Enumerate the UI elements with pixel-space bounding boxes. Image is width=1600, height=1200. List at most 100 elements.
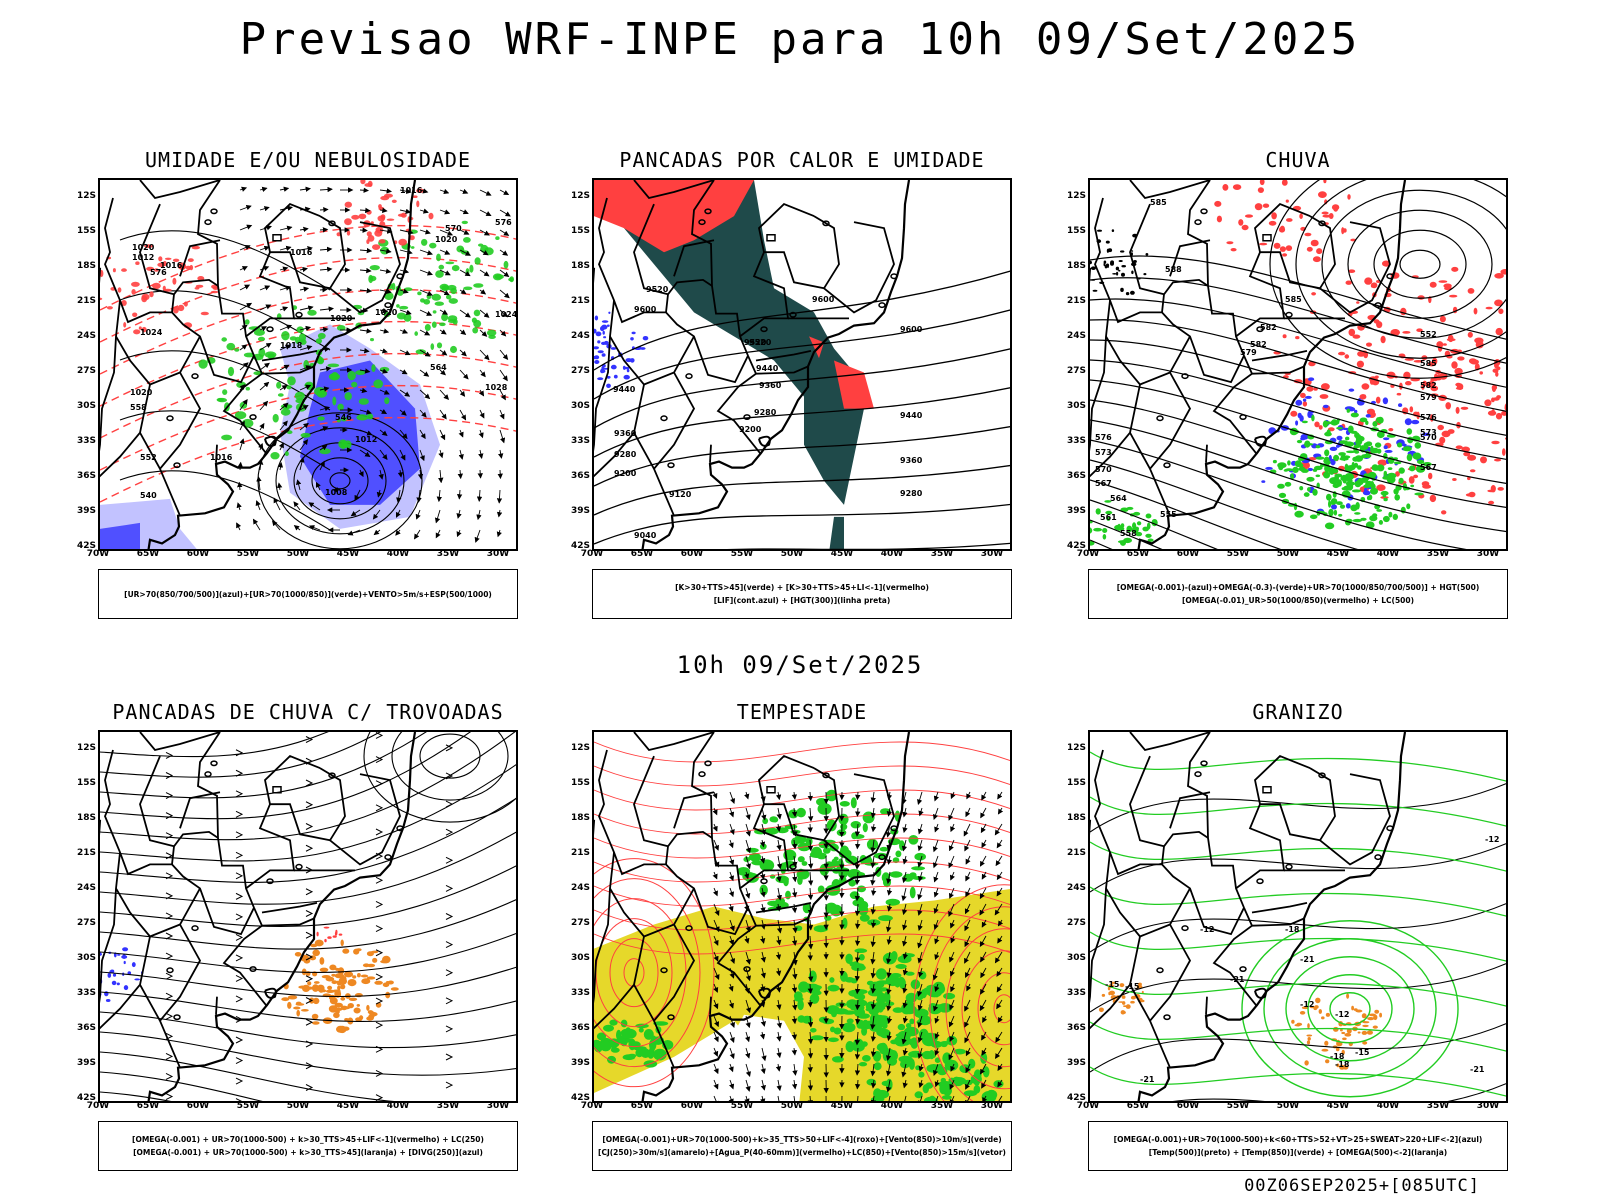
svg-text:9520: 9520 — [646, 285, 669, 294]
y-tick-label: 12S — [1066, 191, 1086, 201]
panel-title: CHUVA — [1265, 148, 1331, 172]
y-tick-label: 12S — [570, 191, 590, 201]
svg-text:1012: 1012 — [132, 253, 154, 262]
main-title: Previsao WRF-INPE para 10h 09/Set/2025 — [239, 14, 1361, 65]
svg-text:-21: -21 — [1140, 1075, 1155, 1084]
y-tick-label: 42S — [1066, 541, 1086, 551]
svg-text:-18: -18 — [1285, 925, 1300, 934]
svg-text:582: 582 — [1260, 323, 1277, 332]
svg-text:552: 552 — [1420, 330, 1437, 339]
svg-text:-12: -12 — [1335, 1010, 1349, 1019]
y-tick-label: 30S — [1066, 953, 1086, 963]
y-tick-label: 15S — [570, 226, 590, 236]
y-tick-label: 36S — [76, 1023, 96, 1033]
svg-text:573: 573 — [1095, 448, 1112, 457]
y-tick-label: 39S — [570, 1058, 590, 1068]
x-tick-label: 70W — [86, 1101, 110, 1111]
x-tick-label: 45W — [1326, 549, 1350, 559]
svg-text:576: 576 — [1420, 413, 1437, 422]
x-tick-label: 45W — [830, 1101, 854, 1111]
y-tick-label: 36S — [570, 471, 590, 481]
x-tick-label: 30W — [486, 549, 510, 559]
svg-text:573: 573 — [1420, 428, 1437, 437]
y-tick-label: 27S — [1066, 918, 1086, 928]
svg-text:579: 579 — [1420, 393, 1437, 402]
y-tick-label: 30S — [76, 401, 96, 411]
x-tick-label: 55W — [1226, 549, 1250, 559]
x-tick-label: 30W — [486, 1101, 510, 1111]
svg-text:9360: 9360 — [900, 456, 923, 465]
panel-title: PANCADAS DE CHUVA C/ TROVOADAS — [112, 700, 504, 724]
legend-line: [K>30+TTS>45](verde) + [K>30+TTS>45+LI<-… — [675, 583, 929, 592]
y-tick-label: 15S — [76, 778, 96, 788]
y-tick-label: 33S — [1066, 436, 1086, 446]
y-tick-label: 24S — [1066, 883, 1086, 893]
y-tick-label: 42S — [570, 541, 590, 551]
panel-title: UMIDADE E/OU NEBULOSIDADE — [144, 148, 472, 172]
legend-box: [UR>70(850/700/500)](azul)+[UR>70(1000/8… — [98, 569, 518, 619]
y-tick-label: 27S — [570, 918, 590, 928]
svg-text:9520: 9520 — [744, 338, 767, 347]
svg-text:1016: 1016 — [400, 186, 423, 195]
legend-line: [OMEGA(-0.001)+UR>70(1000-500)+k>35_TTS>… — [602, 1135, 1002, 1144]
svg-text:9200: 9200 — [739, 425, 762, 434]
y-tick-label: 21S — [570, 296, 590, 306]
y-tick-label: 24S — [76, 883, 96, 893]
x-tick-label: 45W — [336, 549, 360, 559]
svg-text:9360: 9360 — [614, 429, 637, 438]
x-tick-label: 60W — [186, 549, 210, 559]
x-tick-label: 35W — [436, 549, 460, 559]
y-tick-label: 39S — [1066, 506, 1086, 516]
x-tick-label: 50W — [286, 1101, 310, 1111]
y-tick-label: 12S — [76, 191, 96, 201]
map-svg: 9600 9520 9600 9520 9440 9440 9360 9280 9200 9280… — [594, 180, 1010, 549]
x-tick-label: 65W — [136, 549, 160, 559]
x-tick-label: 35W — [436, 1101, 460, 1111]
panel-title: GRANIZO — [1252, 700, 1344, 724]
x-tick-label: 50W — [780, 549, 804, 559]
y-tick-label: 33S — [76, 436, 96, 446]
x-tick-label: 55W — [730, 549, 754, 559]
svg-text:1020: 1020 — [132, 243, 155, 252]
x-tick-label: 40W — [386, 1101, 410, 1111]
map-svg: -21 -18 -15 -12 -21 -12 -15 -18 -21 -12 -15 -18 -21 -… — [1090, 732, 1506, 1101]
x-tick-label: 55W — [236, 549, 260, 559]
svg-text:564: 564 — [1110, 494, 1127, 503]
map-svg: 5855885855825825795765735705675645615585… — [1090, 180, 1506, 549]
x-tick-label: 35W — [1426, 1101, 1450, 1111]
map-panel — [592, 730, 1012, 1103]
y-tick-label: 27S — [1066, 366, 1086, 376]
svg-text:1016: 1016 — [290, 248, 313, 257]
legend-box: [OMEGA(-0.001)+UR>70(1000-500)+k>35_TTS>… — [592, 1121, 1012, 1171]
svg-text:567: 567 — [1095, 479, 1112, 488]
legend-line: [OMEGA(-0.01)_UR>50(1000/850)(vermelho) … — [1181, 596, 1415, 605]
y-tick-label: 30S — [570, 401, 590, 411]
x-tick-label: 35W — [930, 1101, 954, 1111]
y-tick-label: 15S — [76, 226, 96, 236]
svg-text:585: 585 — [1285, 295, 1302, 304]
y-tick-label: 27S — [570, 366, 590, 376]
svg-text:570: 570 — [445, 224, 462, 233]
x-tick-label: 50W — [286, 549, 310, 559]
svg-text:567: 567 — [1420, 463, 1437, 472]
y-tick-label: 36S — [1066, 471, 1086, 481]
svg-text:-18: -18 — [1335, 1060, 1350, 1069]
x-tick-label: 60W — [680, 549, 704, 559]
y-tick-label: 42S — [1066, 1093, 1086, 1103]
y-tick-label: 33S — [570, 988, 590, 998]
svg-text:585: 585 — [1420, 359, 1437, 368]
x-tick-label: 50W — [1276, 549, 1300, 559]
svg-text:1020: 1020 — [130, 388, 153, 397]
legend-box: [OMEGA(-0.001)+UR>70(1000-500)+k<60+TTS>… — [1088, 1121, 1508, 1171]
x-tick-label: 70W — [580, 1101, 604, 1111]
legend-line: [Temp(500)](preto) + [Temp(850)](verde) … — [1148, 1148, 1448, 1157]
x-tick-label: 60W — [186, 1101, 210, 1111]
y-tick-label: 39S — [76, 1058, 96, 1068]
legend-line: [LIF](cont.azul) + [HGT(300)](linha pret… — [713, 596, 891, 605]
x-tick-label: 65W — [136, 1101, 160, 1111]
svg-text:570: 570 — [1095, 465, 1112, 474]
y-tick-label: 18S — [570, 813, 590, 823]
svg-text:9600: 9600 — [900, 325, 923, 334]
y-tick-label: 15S — [570, 778, 590, 788]
svg-text:-21: -21 — [1230, 975, 1245, 984]
